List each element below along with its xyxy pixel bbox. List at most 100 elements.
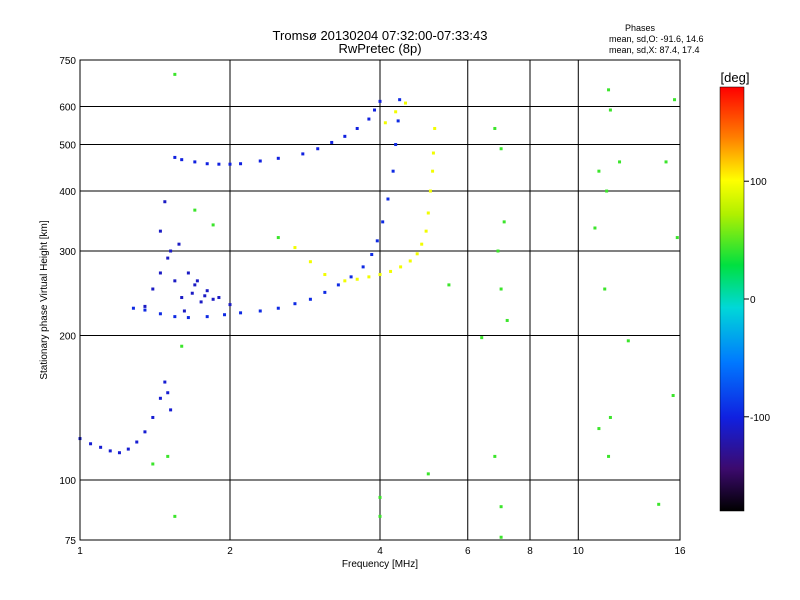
- data-point: [505, 318, 509, 322]
- data-point: [166, 256, 170, 260]
- data-point: [199, 300, 203, 304]
- data-point: [496, 249, 500, 253]
- x-tick-label: 2: [227, 546, 233, 557]
- data-point: [316, 147, 320, 151]
- data-point: [126, 447, 130, 451]
- y-tick-label: 100: [59, 476, 76, 487]
- data-point: [276, 306, 280, 310]
- data-point: [499, 535, 503, 539]
- data-point: [258, 309, 262, 313]
- data-point: [193, 208, 197, 212]
- data-point: [158, 312, 162, 316]
- y-tick-label: 400: [59, 187, 76, 198]
- x-axis-label: Frequency [MHz]: [342, 559, 418, 570]
- data-point: [131, 306, 135, 310]
- y-tick-label: 200: [59, 332, 76, 343]
- data-point: [493, 454, 497, 458]
- colorbar-label: [deg]: [721, 70, 750, 85]
- data-point: [308, 260, 312, 264]
- data-point: [391, 169, 395, 173]
- data-point: [355, 277, 359, 281]
- data-point: [367, 117, 371, 121]
- x-tick-label: 10: [573, 546, 585, 557]
- stats-x-mode: mean, sd,X: 87.4, 17.4: [609, 45, 700, 55]
- data-point: [186, 316, 190, 320]
- data-point: [657, 502, 661, 506]
- data-point: [190, 291, 194, 295]
- data-point: [169, 408, 173, 412]
- data-point: [173, 155, 177, 159]
- data-point: [193, 160, 197, 164]
- data-point: [386, 197, 390, 201]
- data-point: [426, 211, 430, 215]
- data-point: [394, 110, 398, 114]
- data-point: [158, 271, 162, 275]
- data-point: [143, 308, 147, 312]
- data-point: [381, 220, 385, 224]
- data-point: [480, 336, 484, 340]
- data-point: [258, 159, 262, 163]
- data-point: [180, 158, 184, 162]
- colorbar-ticks: 100 0 -100: [744, 177, 770, 424]
- data-point: [355, 126, 359, 130]
- data-point: [169, 249, 173, 253]
- data-point: [378, 99, 382, 103]
- data-point: [239, 162, 243, 166]
- data-point: [399, 265, 403, 269]
- data-point: [673, 98, 677, 102]
- data-point: [135, 440, 139, 444]
- data-point: [211, 223, 215, 227]
- data-point: [447, 283, 451, 287]
- data-point: [426, 472, 430, 476]
- colorbar-tick-label: 0: [750, 295, 756, 306]
- data-point: [336, 283, 340, 287]
- data-point: [420, 242, 424, 246]
- data-point: [433, 126, 437, 130]
- data-point: [389, 269, 393, 273]
- data-point: [349, 275, 353, 279]
- data-point: [343, 279, 347, 283]
- colorbar-tick-label: 100: [750, 177, 767, 188]
- data-point: [343, 134, 347, 138]
- data-point: [367, 275, 371, 279]
- data-point: [626, 339, 630, 343]
- x-tick-label: 6: [465, 546, 471, 557]
- data-point: [607, 88, 611, 92]
- data-point: [89, 442, 93, 446]
- data-point: [603, 287, 607, 291]
- data-point: [182, 309, 186, 313]
- plot-frame: [79, 59, 681, 541]
- data-point: [664, 160, 668, 164]
- data-point: [99, 445, 103, 449]
- data-point: [151, 287, 155, 291]
- data-point: [323, 273, 327, 277]
- data-point: [330, 140, 334, 144]
- data-point: [597, 169, 601, 173]
- data-point: [173, 72, 177, 76]
- data-point: [173, 315, 177, 319]
- x-tick-label: 1: [77, 546, 83, 557]
- data-point: [597, 427, 601, 431]
- data-point: [431, 151, 435, 155]
- data-point: [394, 143, 398, 147]
- stats-heading: Phases: [625, 23, 656, 33]
- data-point: [431, 169, 435, 173]
- data-point: [276, 156, 280, 160]
- data-point: [378, 514, 382, 518]
- data-point: [151, 462, 155, 466]
- data-point: [177, 242, 181, 246]
- data-point: [671, 394, 675, 398]
- data-point: [403, 101, 407, 105]
- data-point: [502, 220, 506, 224]
- y-axis-ticks: 75 100 200 300 400 500 600 750: [59, 56, 76, 547]
- data-point: [378, 273, 382, 277]
- data-point: [398, 98, 402, 102]
- data-point: [618, 160, 622, 164]
- data-point: [108, 449, 112, 453]
- data-point: [173, 514, 177, 518]
- data-point: [205, 315, 209, 319]
- data-point: [228, 303, 232, 307]
- data-point: [228, 162, 232, 166]
- data-point: [415, 252, 419, 256]
- data-point: [323, 290, 327, 294]
